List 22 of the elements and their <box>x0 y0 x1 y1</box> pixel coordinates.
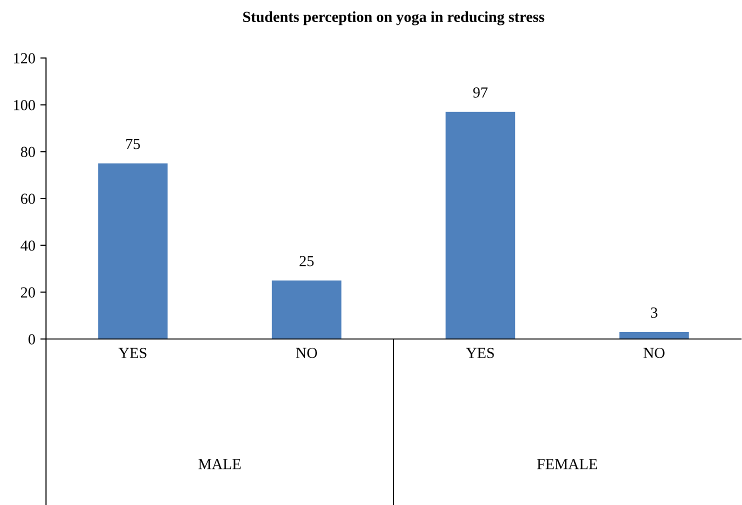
chart-title: Students perception on yoga in reducing stress <box>243 11 544 26</box>
text: MALE <box>198 459 241 470</box>
data-label: 75 <box>126 139 140 150</box>
y-tick-label: 0 <box>28 334 35 344</box>
x-tick-label: NO <box>296 348 318 358</box>
bar <box>446 112 516 339</box>
y-tick-label: 100 <box>14 100 35 110</box>
bar <box>98 163 168 339</box>
text: FEMALE <box>537 459 598 470</box>
x-tick-label: NO <box>644 348 665 358</box>
data-label: 3 <box>651 307 658 318</box>
y-tick-label: 120 <box>14 53 35 64</box>
y-tick-label: 80 <box>20 146 35 158</box>
y-tick-label: 20 <box>20 287 35 298</box>
data-label: 25 <box>300 256 314 266</box>
bar <box>619 332 689 339</box>
data-label: 97 <box>473 87 488 98</box>
x-tick-label: YES <box>466 348 494 358</box>
y-tick-label: 40 <box>20 240 35 251</box>
y-tick-label: 60 <box>20 194 35 204</box>
x-tick-label: YES <box>118 348 146 358</box>
bar <box>272 280 342 339</box>
